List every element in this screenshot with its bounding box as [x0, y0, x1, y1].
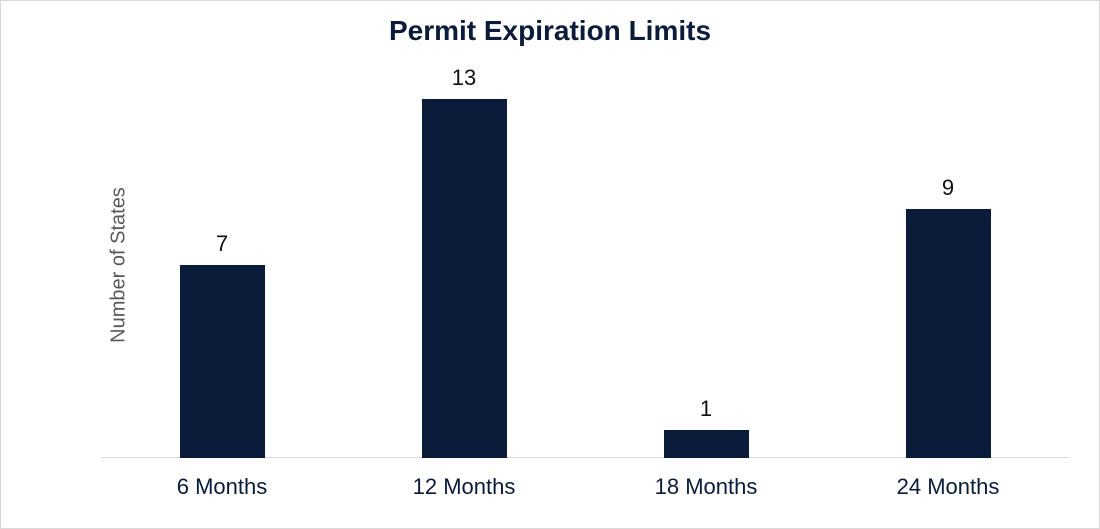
- x-axis-label: 6 Months: [101, 458, 343, 500]
- bar-slot: 9: [827, 71, 1069, 458]
- x-axis-labels: 6 Months 12 Months 18 Months 24 Months: [101, 458, 1069, 528]
- bar-24-months: 9: [906, 209, 991, 458]
- x-axis-label: 18 Months: [585, 458, 827, 500]
- bar-18-months: 1: [664, 430, 749, 458]
- bar-value-label: 13: [452, 65, 476, 99]
- chart-frame: Permit Expiration Limits Number of State…: [0, 0, 1100, 529]
- x-axis-label: 12 Months: [343, 458, 585, 500]
- bar-value-label: 1: [700, 396, 712, 430]
- bar-slot: 13: [343, 71, 585, 458]
- chart-title: Permit Expiration Limits: [1, 15, 1099, 47]
- bar-value-label: 7: [216, 231, 228, 265]
- bar-6-months: 7: [180, 265, 265, 459]
- plot-area: 7 13 1 9: [101, 71, 1069, 458]
- bar-value-label: 9: [942, 175, 954, 209]
- bar-slot: 7: [101, 71, 343, 458]
- x-axis-label: 24 Months: [827, 458, 1069, 500]
- bars-container: 7 13 1 9: [101, 71, 1069, 458]
- bar-slot: 1: [585, 71, 827, 458]
- bar-12-months: 13: [422, 99, 507, 458]
